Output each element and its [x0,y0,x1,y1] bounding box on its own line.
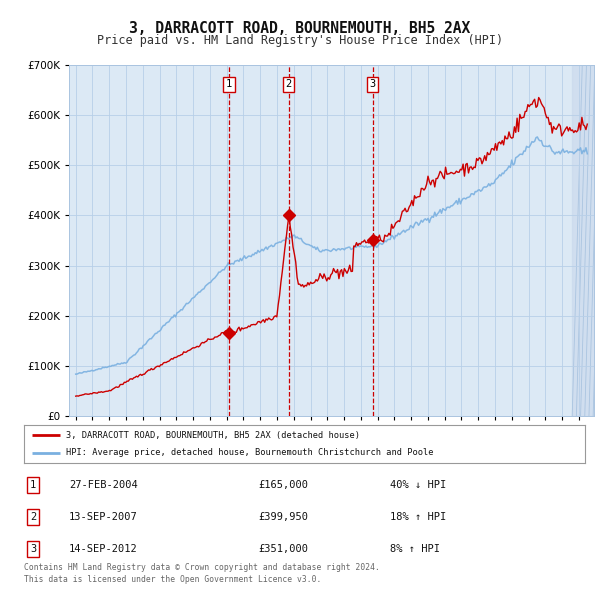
Text: 1: 1 [226,79,232,89]
Text: 14-SEP-2012: 14-SEP-2012 [69,544,138,553]
Text: Price paid vs. HM Land Registry's House Price Index (HPI): Price paid vs. HM Land Registry's House … [97,34,503,47]
Bar [572,65,599,416]
Text: 3, DARRACOTT ROAD, BOURNEMOUTH, BH5 2AX: 3, DARRACOTT ROAD, BOURNEMOUTH, BH5 2AX [130,21,470,35]
Text: 8% ↑ HPI: 8% ↑ HPI [390,544,440,553]
Text: 3: 3 [30,544,36,553]
Text: HPI: Average price, detached house, Bournemouth Christchurch and Poole: HPI: Average price, detached house, Bour… [66,448,434,457]
Text: 2: 2 [30,512,36,522]
Text: 18% ↑ HPI: 18% ↑ HPI [390,512,446,522]
Text: 3: 3 [370,79,376,89]
Text: £399,950: £399,950 [258,512,308,522]
Text: 3, DARRACOTT ROAD, BOURNEMOUTH, BH5 2AX (detached house): 3, DARRACOTT ROAD, BOURNEMOUTH, BH5 2AX … [66,431,360,440]
Text: Contains HM Land Registry data © Crown copyright and database right 2024.
This d: Contains HM Land Registry data © Crown c… [24,563,380,584]
Text: 13-SEP-2007: 13-SEP-2007 [69,512,138,522]
Text: 40% ↓ HPI: 40% ↓ HPI [390,480,446,490]
Text: 2: 2 [286,79,292,89]
Text: £351,000: £351,000 [258,544,308,553]
Text: 27-FEB-2004: 27-FEB-2004 [69,480,138,490]
Text: £165,000: £165,000 [258,480,308,490]
Text: 1: 1 [30,480,36,490]
